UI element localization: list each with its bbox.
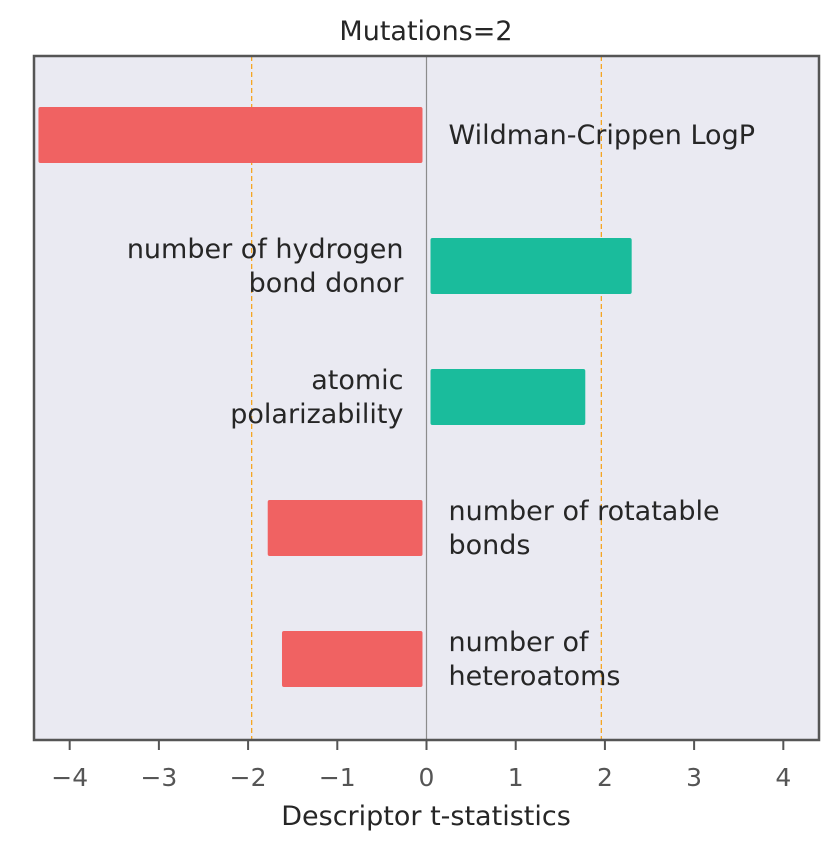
bar-2 — [430, 369, 586, 425]
bar-label-4-line-0: number of — [449, 627, 590, 658]
bar-label-3-line-0: number of rotatable — [449, 496, 720, 527]
x-tick-label-7: 3 — [686, 763, 702, 792]
bar-3 — [267, 500, 423, 556]
bar-label-2-line-0: atomic — [311, 365, 403, 396]
chart-title: Mutations=2 — [339, 16, 512, 47]
bar-4 — [281, 631, 423, 687]
x-tick-label-4: 0 — [419, 763, 435, 792]
bar-label-1-line-0: number of hydrogen — [127, 234, 404, 265]
x-tick-label-3: −1 — [319, 763, 356, 792]
x-tick-label-1: −3 — [140, 763, 177, 792]
x-tick-label-6: 2 — [597, 763, 613, 792]
x-tick-label-0: −4 — [51, 763, 88, 792]
bar-label-0-line-0: Wildman-Crippen LogP — [449, 120, 756, 151]
bar-label-4-line-1: heteroatoms — [449, 661, 621, 692]
bar-1 — [430, 238, 632, 294]
x-axis-label: Descriptor t-statistics — [281, 801, 571, 832]
bar-label-1-line-1: bond donor — [249, 268, 405, 299]
x-tick-label-2: −2 — [230, 763, 267, 792]
x-tick-label-5: 1 — [508, 763, 524, 792]
bar-label-2-line-1: polarizability — [230, 399, 403, 430]
x-tick-label-8: 4 — [775, 763, 791, 792]
bar-0 — [38, 107, 423, 163]
bar-label-3-line-1: bonds — [449, 530, 531, 561]
